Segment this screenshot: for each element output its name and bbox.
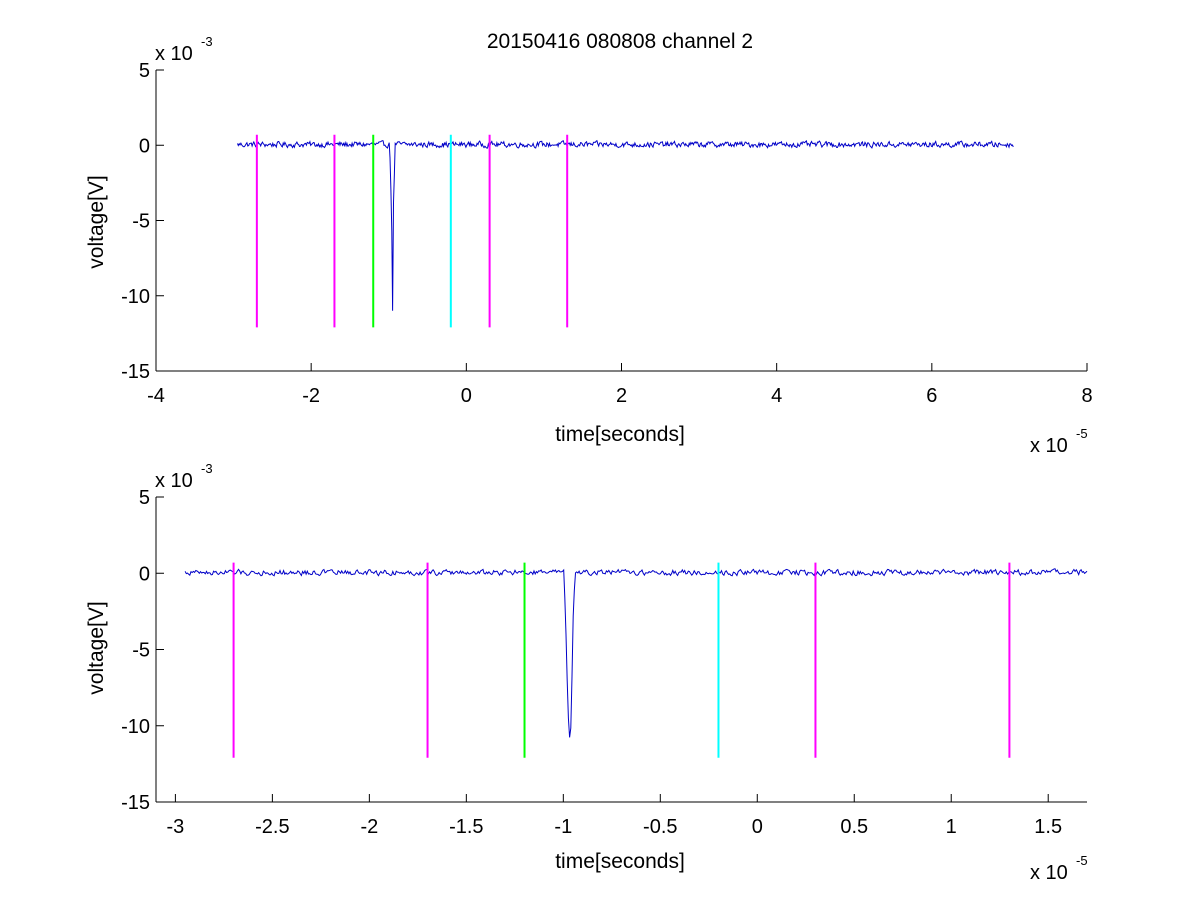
bottom-subplot: -3 -2.5 -2 -1.5 -1 -0.5 0 0.5 1 1.5 5 0 -5 -10 -15 x 1… (85, 461, 1088, 884)
top-x-tick-label: 2 (616, 385, 627, 407)
top-x-multiplier-exponent: -5 (1076, 426, 1088, 441)
top-x-tick-label: 6 (926, 385, 937, 407)
top-signal-series (237, 139, 1014, 311)
bottom-y-tick-label: -10 (121, 716, 150, 738)
bottom-y-multiplier-exponent: -3 (201, 461, 213, 476)
bottom-x-tick-label: 0.5 (840, 816, 868, 838)
top-y-multiplier-base: x 10 (155, 43, 193, 65)
bottom-y-tick-label: -15 (121, 792, 150, 814)
bottom-plot-area: -3 -2.5 -2 -1.5 -1 -0.5 0 0.5 1 1.5 5 0 -5 -10 -15 (121, 487, 1088, 838)
bottom-x-multiplier: x 10 -5 (1030, 853, 1088, 884)
top-x-multiplier: x 10 -5 (1030, 426, 1088, 457)
top-y-tick-label: -5 (132, 211, 150, 233)
figure-title: 20150416 080808 channel 2 (487, 30, 753, 53)
bottom-x-multiplier-exponent: -5 (1076, 853, 1088, 868)
bottom-y-axis-label: voltage[V] (85, 601, 108, 694)
top-x-tick-label: 8 (1081, 385, 1092, 407)
top-y-multiplier: x 10 -3 (155, 34, 213, 65)
bottom-y-multiplier-base: x 10 (155, 470, 193, 492)
bottom-y-tick-label: -5 (132, 640, 150, 662)
bottom-x-multiplier-base: x 10 (1030, 862, 1068, 884)
bottom-x-tick-label: -3 (166, 816, 184, 838)
top-x-tick-label: -4 (147, 385, 165, 407)
top-x-tick-label: 4 (771, 385, 782, 407)
bottom-y-tick-label: 0 (139, 563, 150, 585)
top-x-tick-label: -2 (302, 385, 320, 407)
top-y-multiplier-exponent: -3 (201, 34, 213, 49)
top-x-tick-label: 0 (461, 385, 472, 407)
top-subplot: -4 -2 0 2 4 6 8 5 0 -5 -10 -15 x 10 -3 x 10 -5 time… (85, 34, 1093, 457)
bottom-x-tick-label: -0.5 (643, 816, 677, 838)
bottom-x-tick-label: -2 (360, 816, 378, 838)
bottom-x-tick-label: 0 (752, 816, 763, 838)
bottom-x-tick-label: 1 (946, 816, 957, 838)
top-plot-area: -4 -2 0 2 4 6 8 5 0 -5 -10 -15 (121, 60, 1092, 407)
top-x-multiplier-base: x 10 (1030, 435, 1068, 457)
bottom-x-tick-label: -1 (554, 816, 572, 838)
bottom-x-tick-label: -1.5 (449, 816, 483, 838)
bottom-y-tick-label: 5 (139, 487, 150, 509)
top-y-tick-label: -10 (121, 286, 150, 308)
bottom-x-tick-label: 1.5 (1034, 816, 1062, 838)
bottom-x-axis-label: time[seconds] (555, 850, 685, 873)
bottom-signal-series (184, 568, 1088, 738)
top-y-axis-label: voltage[V] (85, 175, 108, 268)
top-x-axis-label: time[seconds] (555, 423, 685, 446)
bottom-y-multiplier: x 10 -3 (155, 461, 213, 492)
top-y-tick-label: -15 (121, 361, 150, 383)
top-y-tick-label: 5 (139, 60, 150, 82)
top-y-tick-label: 0 (139, 135, 150, 157)
bottom-x-tick-label: -2.5 (255, 816, 289, 838)
